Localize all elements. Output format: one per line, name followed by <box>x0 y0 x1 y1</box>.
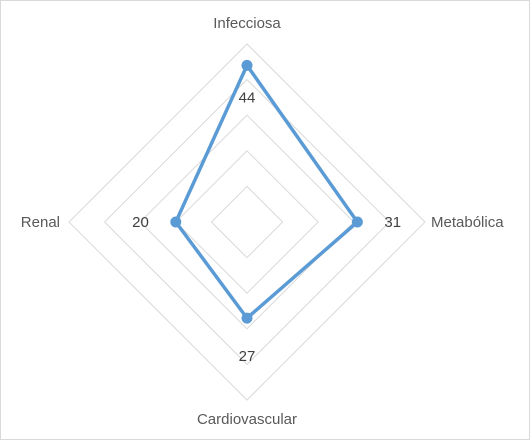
category-label-metabolica: Metabólica <box>431 214 504 231</box>
grid-ring <box>103 78 391 366</box>
category-label-infecciosa: Infecciosa <box>213 15 281 32</box>
data-label-renal: 20 <box>132 214 149 231</box>
category-label-cardiovascular: Cardiovascular <box>197 411 297 428</box>
grid-ring <box>175 150 319 294</box>
radar-labels: Infecciosa Metabólica Cardiovascular Ren… <box>21 15 504 428</box>
radar-series <box>170 59 363 324</box>
grid-ring <box>210 185 284 259</box>
data-point-metabolica <box>351 216 363 228</box>
data-label-cardiovascular: 27 <box>239 348 256 365</box>
data-label-metabolica: 31 <box>384 214 401 231</box>
data-point-cardiovascular <box>241 312 253 324</box>
data-point-renal <box>170 216 182 228</box>
data-point-infecciosa <box>241 59 253 71</box>
grid-ring <box>68 43 426 401</box>
radar-grid <box>68 43 426 401</box>
category-label-renal: Renal <box>21 214 60 231</box>
data-label-infecciosa: 44 <box>239 89 256 106</box>
series-line <box>174 63 360 320</box>
grid-ring <box>139 114 355 330</box>
